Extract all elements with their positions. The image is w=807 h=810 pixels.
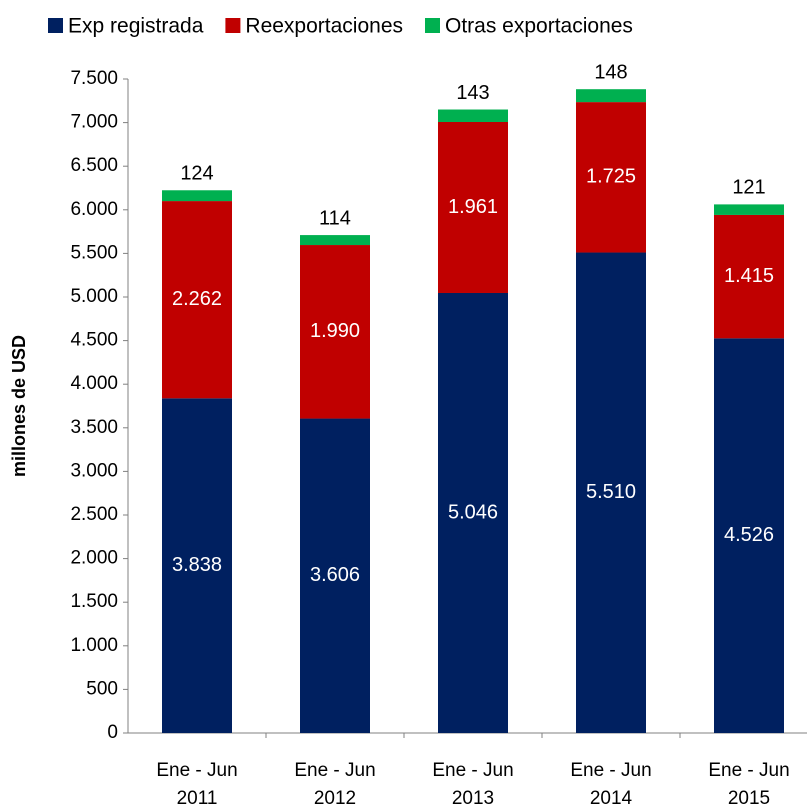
data-label: 2.262 (172, 288, 222, 310)
y-tick-label: 7.000 (70, 112, 118, 133)
bar-segment (714, 214, 784, 339)
x-tick-label: Ene - Jun 2012 (294, 760, 375, 809)
x-tick-label: Ene - Jun 2014 (570, 760, 651, 809)
data-label: 121 (732, 177, 765, 199)
data-label: 5.046 (448, 501, 498, 523)
data-label: 4.526 (724, 524, 774, 546)
bar-segment (162, 398, 232, 733)
data-label: 114 (319, 207, 351, 229)
data-label: 143 (456, 82, 489, 104)
data-label: 1.415 (724, 265, 774, 287)
data-label: 3.606 (310, 564, 360, 586)
y-tick-label: 6.000 (70, 199, 118, 220)
legend-label: Otras exportaciones (445, 15, 633, 38)
bar-segment (576, 252, 646, 733)
bar-segment (300, 418, 370, 733)
bar-segment (300, 245, 370, 419)
x-tick-label: Ene - Jun 2015 (708, 760, 789, 809)
y-tick-label: 4.500 (70, 330, 118, 351)
y-tick-label: 2.000 (70, 548, 118, 569)
bar-segment (576, 89, 646, 103)
y-tick-label: 2.500 (70, 504, 118, 525)
y-tick-label: 1.000 (70, 635, 118, 656)
y-axis-label: millones de USD (9, 335, 29, 477)
legend-swatch (425, 18, 440, 33)
data-label: 3.838 (172, 554, 222, 576)
y-tick-label: 0 (107, 722, 118, 743)
legend-swatch (225, 18, 241, 33)
data-label: 124 (180, 163, 213, 185)
y-tick-label: 5.000 (70, 286, 118, 307)
legend-swatch (48, 18, 63, 33)
legend-label: Exp registrada (68, 15, 204, 38)
x-tick-label: Ene - Jun 2013 (432, 760, 513, 809)
data-label: 1.990 (310, 320, 360, 342)
bar-segment (300, 235, 370, 246)
bar-segment (438, 121, 508, 293)
bar-segment (714, 204, 784, 215)
y-tick-label: 3.500 (70, 417, 118, 438)
bar-segment (162, 201, 232, 399)
y-tick-label: 4.000 (70, 373, 118, 394)
bar-segment (438, 292, 508, 733)
y-tick-label: 6.500 (70, 155, 118, 176)
bar-segment (576, 102, 646, 253)
y-tick-label: 5.500 (70, 242, 118, 263)
data-label: 5.510 (586, 481, 636, 503)
legend-label: Reexportaciones (245, 15, 403, 38)
data-label: 148 (594, 61, 627, 83)
data-label: 1.725 (586, 166, 636, 188)
y-tick-label: 7.500 (70, 68, 118, 89)
bar-segment (162, 190, 232, 202)
bar-segment (714, 338, 784, 733)
y-tick-label: 3.000 (70, 460, 118, 481)
y-tick-label: 500 (86, 678, 118, 699)
data-label: 1.961 (448, 196, 498, 218)
x-tick-label: Ene - Jun 2011 (156, 760, 237, 809)
y-tick-label: 1.500 (70, 591, 118, 612)
bar-segment (438, 109, 508, 122)
